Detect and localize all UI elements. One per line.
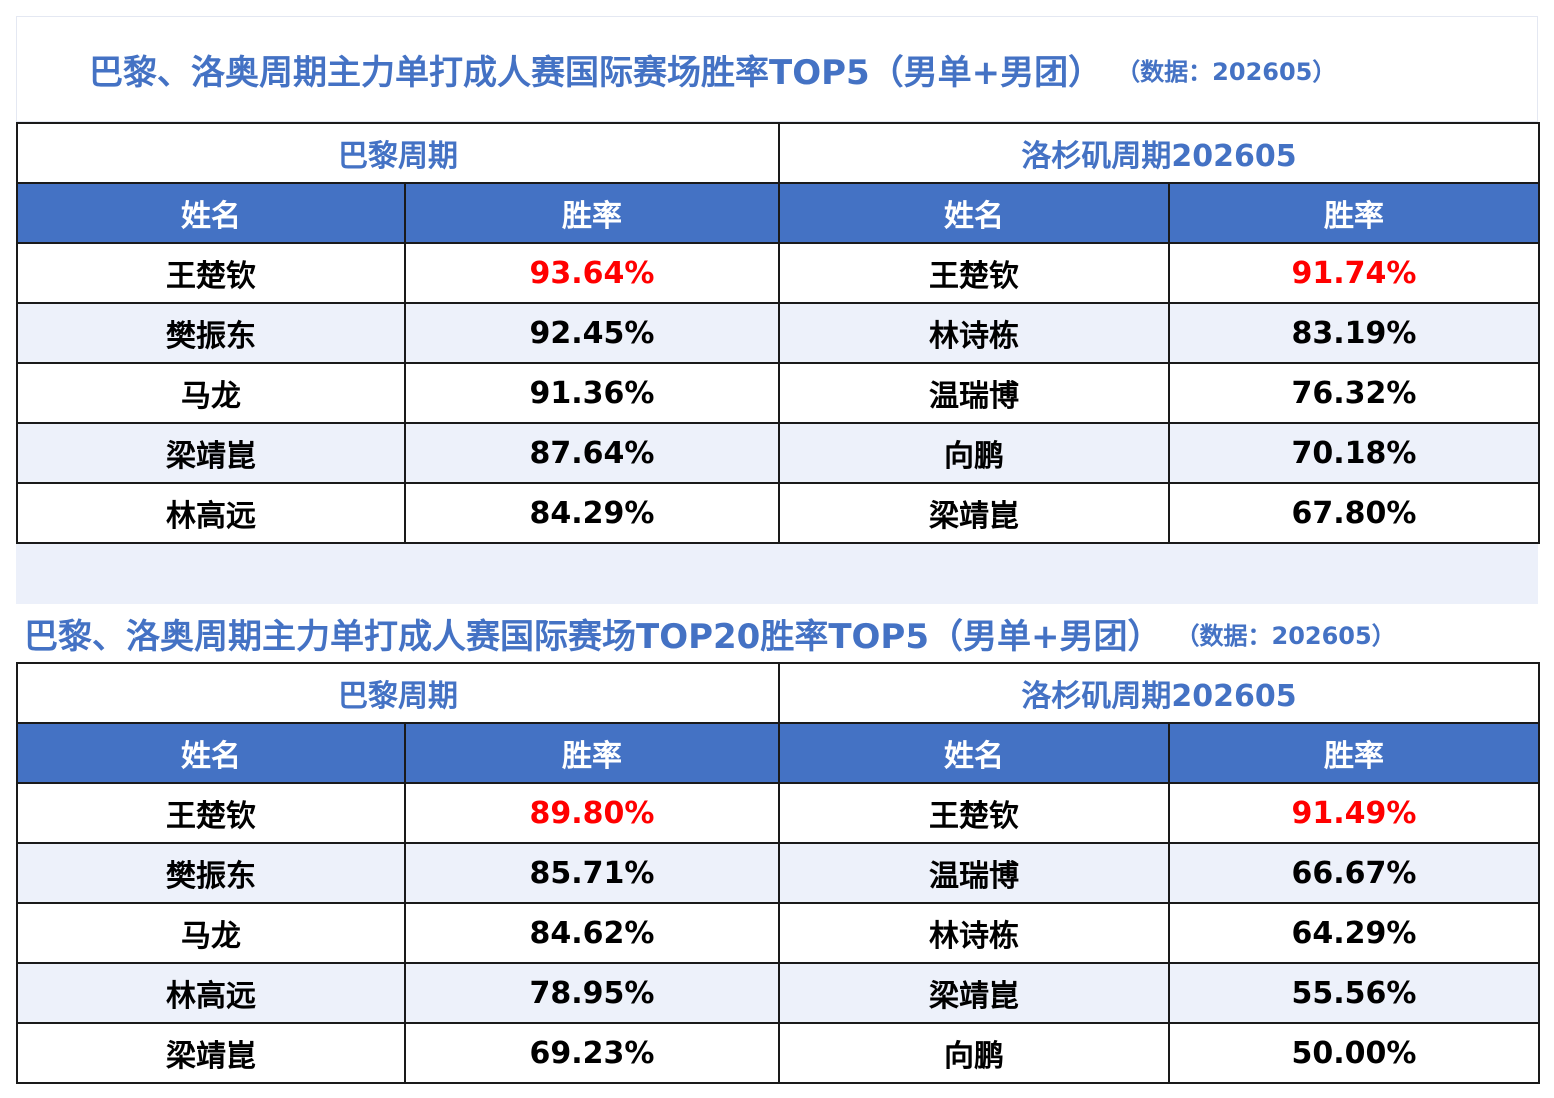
left-player-name: 梁靖崑 xyxy=(16,422,406,484)
right-name-header: 姓名 xyxy=(778,182,1170,244)
left-name-header: 姓名 xyxy=(16,722,406,784)
left-name-header: 姓名 xyxy=(16,182,406,244)
period-header-row: 巴黎周期 洛杉矶周期202605 xyxy=(16,122,1540,184)
section-2-table: 巴黎周期 洛杉矶周期202605 姓名 胜率 姓名 胜率 王楚钦 89.80% … xyxy=(16,662,1540,1084)
section-1-subtitle: （数据：202605） xyxy=(1116,57,1337,86)
table-row: 林高远 78.95% 梁靖崑 55.56% xyxy=(16,962,1540,1024)
table-row: 梁靖崑 87.64% 向鹏 70.18% xyxy=(16,422,1540,484)
left-player-name: 王楚钦 xyxy=(16,242,406,304)
left-win-rate: 78.95% xyxy=(404,962,780,1024)
table-row: 林高远 84.29% 梁靖崑 67.80% xyxy=(16,482,1540,544)
table-row: 樊振东 85.71% 温瑞博 66.67% xyxy=(16,842,1540,904)
right-period-label: 洛杉矶周期202605 xyxy=(778,662,1540,724)
right-player-name: 温瑞博 xyxy=(778,362,1170,424)
left-player-name: 王楚钦 xyxy=(16,782,406,844)
right-win-rate: 70.18% xyxy=(1168,422,1540,484)
section-2-title: 巴黎、洛奥周期主力单打成人赛国际赛场TOP20胜率TOP5（男单+男团） xyxy=(24,616,1162,657)
right-win-rate: 91.74% xyxy=(1168,242,1540,304)
right-win-rate: 67.80% xyxy=(1168,482,1540,544)
left-win-rate: 69.23% xyxy=(404,1022,780,1084)
right-player-name: 向鹏 xyxy=(778,1022,1170,1084)
table-row: 樊振东 92.45% 林诗栋 83.19% xyxy=(16,302,1540,364)
left-win-rate: 91.36% xyxy=(404,362,780,424)
left-player-name: 马龙 xyxy=(16,362,406,424)
left-rate-header: 胜率 xyxy=(404,722,780,784)
left-player-name: 林高远 xyxy=(16,962,406,1024)
right-period-label: 洛杉矶周期202605 xyxy=(778,122,1540,184)
table-row: 王楚钦 89.80% 王楚钦 91.49% xyxy=(16,782,1540,844)
left-player-name: 樊振东 xyxy=(16,842,406,904)
left-player-name: 梁靖崑 xyxy=(16,1022,406,1084)
right-player-name: 王楚钦 xyxy=(778,242,1170,304)
table-row: 马龙 84.62% 林诗栋 64.29% xyxy=(16,902,1540,964)
section-2-title-bar: 巴黎、洛奥周期主力单打成人赛国际赛场TOP20胜率TOP5（男单+男团） （数据… xyxy=(16,604,1538,662)
section-1-title: 巴黎、洛奥周期主力单打成人赛国际赛场胜率TOP5（男单+男团） xyxy=(89,52,1103,93)
right-player-name: 林诗栋 xyxy=(778,902,1170,964)
right-player-name: 林诗栋 xyxy=(778,302,1170,364)
right-name-header: 姓名 xyxy=(778,722,1170,784)
right-rate-header: 胜率 xyxy=(1168,722,1540,784)
right-player-name: 梁靖崑 xyxy=(778,962,1170,1024)
left-player-name: 马龙 xyxy=(16,902,406,964)
left-win-rate: 87.64% xyxy=(404,422,780,484)
right-player-name: 温瑞博 xyxy=(778,842,1170,904)
section-1-table: 巴黎周期 洛杉矶周期202605 姓名 胜率 姓名 胜率 王楚钦 93.64% … xyxy=(16,122,1540,544)
right-win-rate: 50.00% xyxy=(1168,1022,1540,1084)
right-player-name: 梁靖崑 xyxy=(778,482,1170,544)
left-win-rate: 89.80% xyxy=(404,782,780,844)
column-header-row: 姓名 胜率 姓名 胜率 xyxy=(16,182,1540,244)
left-win-rate: 84.29% xyxy=(404,482,780,544)
left-period-label: 巴黎周期 xyxy=(16,662,780,724)
table-row: 梁靖崑 69.23% 向鹏 50.00% xyxy=(16,1022,1540,1084)
right-win-rate: 91.49% xyxy=(1168,782,1540,844)
table-row: 王楚钦 93.64% 王楚钦 91.74% xyxy=(16,242,1540,304)
right-win-rate: 66.67% xyxy=(1168,842,1540,904)
left-win-rate: 92.45% xyxy=(404,302,780,364)
right-win-rate: 55.56% xyxy=(1168,962,1540,1024)
left-period-label: 巴黎周期 xyxy=(16,122,780,184)
left-win-rate: 84.62% xyxy=(404,902,780,964)
section-2-subtitle: （数据：202605） xyxy=(1175,621,1396,650)
left-win-rate: 85.71% xyxy=(404,842,780,904)
left-player-name: 樊振东 xyxy=(16,302,406,364)
right-win-rate: 76.32% xyxy=(1168,362,1540,424)
section-1-title-bar: 巴黎、洛奥周期主力单打成人赛国际赛场胜率TOP5（男单+男团） （数据：2026… xyxy=(16,16,1538,122)
table-row: 马龙 91.36% 温瑞博 76.32% xyxy=(16,362,1540,424)
column-header-row: 姓名 胜率 姓名 胜率 xyxy=(16,722,1540,784)
right-rate-header: 胜率 xyxy=(1168,182,1540,244)
left-player-name: 林高远 xyxy=(16,482,406,544)
section-divider-band xyxy=(16,544,1538,604)
left-rate-header: 胜率 xyxy=(404,182,780,244)
period-header-row: 巴黎周期 洛杉矶周期202605 xyxy=(16,662,1540,724)
right-player-name: 向鹏 xyxy=(778,422,1170,484)
right-win-rate: 64.29% xyxy=(1168,902,1540,964)
left-win-rate: 93.64% xyxy=(404,242,780,304)
right-player-name: 王楚钦 xyxy=(778,782,1170,844)
right-win-rate: 83.19% xyxy=(1168,302,1540,364)
